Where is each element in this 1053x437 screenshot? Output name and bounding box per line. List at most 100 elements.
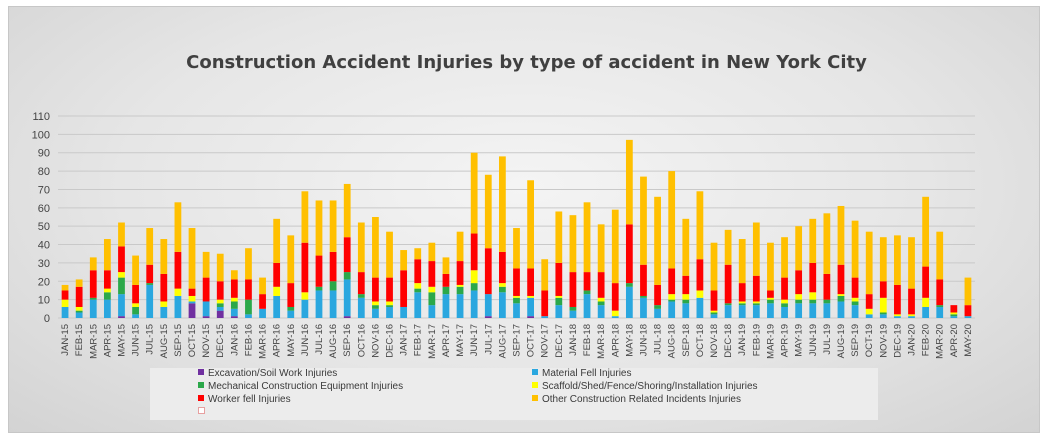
bar-segment	[329, 200, 337, 252]
bar-segment	[555, 211, 563, 263]
bar-segment	[513, 297, 520, 304]
bar-segment	[89, 270, 97, 298]
x-tick-label: SEP-16	[342, 324, 353, 357]
bar-segment	[865, 314, 873, 318]
x-tick-label: OCT-17	[526, 324, 537, 357]
bar-segment	[230, 308, 238, 317]
bar-segment	[752, 305, 760, 318]
bar-segment	[710, 312, 718, 315]
y-tick-label: 20	[38, 276, 50, 288]
bar-segment	[470, 283, 478, 291]
x-tick-label: OCT-18	[695, 324, 706, 357]
bar-segment	[428, 292, 436, 306]
bar-segment	[230, 279, 238, 298]
bar-segment	[470, 290, 478, 318]
bar-segment	[738, 301, 746, 304]
bar-segment	[724, 305, 732, 318]
bar-segment	[654, 305, 661, 309]
bar-segment	[230, 297, 238, 302]
y-tick-label: 50	[38, 221, 50, 233]
bar-segment	[597, 297, 605, 302]
x-tick-label: MAR-16	[258, 324, 269, 359]
bar-segment	[513, 295, 520, 298]
bar-segment	[499, 292, 506, 318]
bar-segment	[146, 264, 154, 284]
bar-segment	[357, 222, 365, 273]
x-tick-label: MAY-16	[286, 324, 297, 357]
bar-segment	[795, 270, 803, 295]
bar-segment	[456, 231, 464, 262]
legend-swatch	[532, 369, 538, 375]
bar-segment	[442, 257, 450, 274]
bar-segment	[414, 283, 422, 289]
bar-segment	[372, 217, 379, 278]
bar-segment	[583, 294, 591, 318]
bar-segment	[513, 303, 520, 318]
x-tick-label: FEB-20	[921, 324, 932, 356]
bar-segment	[922, 196, 930, 267]
bar-segment	[625, 139, 633, 225]
bar-segment	[964, 277, 972, 306]
bar-segment	[315, 200, 323, 256]
bar-segment	[809, 303, 817, 318]
legend-entry: Excavation/Soil Work Injuries	[198, 368, 337, 380]
x-tick-label: JUN-19	[808, 324, 819, 356]
bar-segment	[894, 316, 901, 318]
bar-segment	[160, 273, 168, 302]
x-tick-label: APR-18	[610, 324, 621, 357]
bar-segment	[484, 174, 492, 249]
bar-segment	[668, 268, 676, 295]
bar-segment	[809, 218, 817, 263]
x-tick-label: JUN-17	[469, 324, 480, 356]
bar-segment	[386, 305, 393, 307]
bar-segment	[640, 295, 647, 298]
bar-segment	[357, 272, 365, 295]
bar-segment	[216, 303, 224, 307]
bar-segment	[894, 235, 901, 285]
gridlines	[58, 115, 975, 319]
legend-entry: Material Fell Injuries	[532, 368, 631, 380]
legend-empty-swatch	[198, 407, 209, 419]
bar-segment	[230, 301, 238, 309]
bar-segment	[908, 237, 915, 289]
bar-segment	[795, 294, 803, 300]
x-tick-label: FEB-17	[413, 324, 424, 356]
bar-segment	[188, 288, 196, 296]
bar-segment	[357, 294, 365, 298]
x-tick-label: JAN-20	[907, 324, 918, 356]
bar-segment	[118, 222, 125, 247]
legend-label: Other Construction Related Incidents Inj…	[542, 394, 741, 405]
y-tick-label: 100	[32, 129, 50, 141]
bar-segment	[259, 308, 266, 318]
x-tick-label: NOV-18	[709, 324, 720, 358]
bar-segment	[456, 261, 464, 285]
bar-segment	[315, 255, 323, 287]
y-tick-label: 70	[38, 184, 50, 196]
bar-segment	[414, 292, 422, 318]
bar-segment	[61, 306, 69, 318]
bar-segment	[499, 286, 506, 293]
legend-swatch	[198, 382, 204, 388]
x-tick-label: FEB-19	[751, 324, 762, 356]
bar-segment	[752, 303, 760, 306]
bar-segment	[329, 281, 337, 291]
x-tick-label: SEP-18	[681, 324, 692, 357]
legend-label: Scaffold/Shed/Fence/Shoring/Installation…	[542, 381, 758, 392]
x-axis: JAN-15 FEB-15 MAR-15 APR-15 MAY-15 JUN-15 JUL-…	[60, 324, 974, 359]
bar-segment	[950, 305, 958, 313]
legend-entry: Mechanical Construction Equipment Injuri…	[198, 381, 403, 393]
bar-segment	[118, 272, 125, 278]
bar-segment	[287, 310, 295, 318]
bar-segment	[908, 316, 915, 318]
bar-segment	[188, 303, 196, 318]
bar-segment	[343, 279, 351, 317]
x-tick-label: MAY-18	[624, 324, 635, 357]
bar-segment	[343, 183, 351, 238]
x-tick-label: FEB-18	[582, 324, 593, 356]
bar-segment	[879, 314, 887, 318]
bar-segment	[442, 273, 450, 287]
bar-segment	[484, 294, 492, 317]
bar-segment	[922, 306, 930, 318]
x-tick-label: JUN-16	[300, 324, 311, 356]
